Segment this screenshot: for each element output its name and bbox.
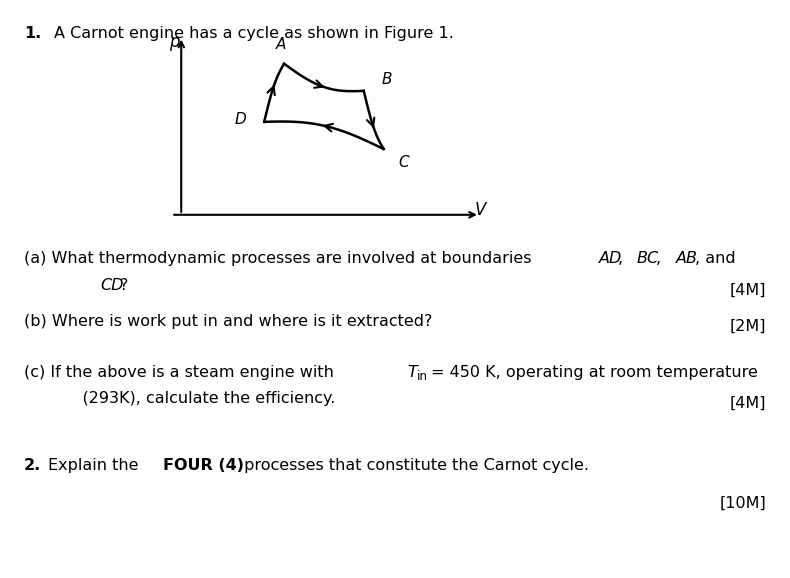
Text: C: C [398,155,409,170]
Text: T: T [407,365,417,380]
Text: FOUR (4): FOUR (4) [163,458,243,473]
Text: (c) If the above is a steam engine with: (c) If the above is a steam engine with [24,365,339,380]
Text: A: A [276,37,286,52]
Text: V: V [475,201,487,218]
Text: A Carnot engine has a cycle as shown in Figure 1.: A Carnot engine has a cycle as shown in … [54,26,453,41]
Text: B: B [382,72,392,87]
Text: BC: BC [637,251,659,266]
Text: (a) What thermodynamic processes are involved at boundaries: (a) What thermodynamic processes are inv… [24,251,536,266]
Text: CD: CD [100,278,124,293]
Text: [2M]: [2M] [730,318,766,334]
Text: 1.: 1. [24,26,41,41]
Text: (b) Where is work put in and where is it extracted?: (b) Where is work put in and where is it… [24,314,432,329]
Text: (293K), calculate the efficiency.: (293K), calculate the efficiency. [62,391,336,406]
Text: ?: ? [119,278,128,293]
Text: AB: AB [675,251,698,266]
Text: 2.: 2. [24,458,41,473]
Text: processes that constitute the Carnot cycle.: processes that constitute the Carnot cyc… [239,458,589,473]
Text: [4M]: [4M] [730,283,766,298]
Text: p: p [169,33,180,51]
Text: [10M]: [10M] [720,495,766,510]
Text: , and: , and [694,251,735,266]
Text: D: D [235,112,246,127]
Text: in: in [416,370,427,383]
Text: ,: , [656,251,667,266]
Text: Explain the: Explain the [47,458,143,473]
Text: ,: , [618,251,628,266]
Text: = 450 K, operating at room temperature: = 450 K, operating at room temperature [431,365,758,380]
Text: [4M]: [4M] [730,396,766,411]
Text: AD: AD [599,251,622,266]
